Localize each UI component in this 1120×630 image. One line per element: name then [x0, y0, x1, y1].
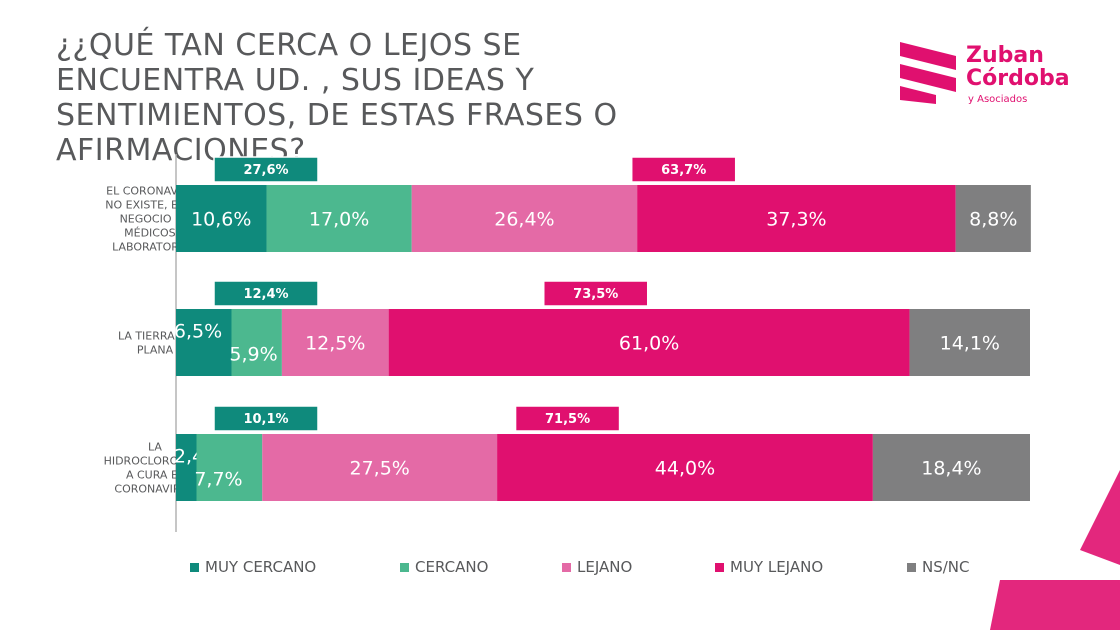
legend-label: MUY CERCANO	[205, 558, 317, 576]
legend-swatch	[400, 562, 409, 572]
logo-subtitle: y Asociados	[968, 94, 1028, 105]
category-label: A CURA EL	[126, 469, 185, 482]
legend-label: LEJANO	[577, 558, 633, 576]
legend-label: NS/NC	[922, 558, 970, 576]
chart-legend: MUY CERCANO CERCANO LEJANO MUY LEJANO NS/NC	[190, 558, 1020, 582]
data-label: 18,4%	[921, 458, 981, 480]
bar-segment	[262, 434, 498, 501]
logo-name-line2: Córdoba	[966, 66, 1070, 91]
data-label: 10,6%	[191, 209, 251, 231]
legend-item: LEJANO	[562, 558, 632, 576]
bar-segment	[176, 309, 232, 376]
cerca-total-box	[213, 156, 319, 183]
lejos-total-label: 73,5%	[573, 287, 618, 302]
bar-segment	[281, 309, 389, 376]
lejos-total-box	[630, 156, 737, 183]
category-label: PLANA	[137, 344, 174, 357]
legend-swatch	[907, 562, 916, 572]
logo-name-line1: Zuban	[966, 43, 1044, 68]
lejos-total-box	[542, 280, 649, 307]
bar-segment	[955, 185, 1031, 252]
data-label: 12,5%	[305, 333, 365, 355]
lejos-total-box	[514, 405, 621, 432]
data-label: 5,9%	[229, 344, 277, 366]
legend-label: MUY LEJANO	[730, 558, 824, 576]
bar-segment	[872, 434, 1030, 501]
chart-title: ¿¿QUÉ TAN CERCA O LEJOS SE ENCUENTRA UD.…	[56, 28, 618, 168]
category-label: MÉDICOS Y	[124, 227, 186, 240]
cerca-total-label: 12,4%	[243, 287, 288, 302]
lejos-total-label: 71,5%	[545, 412, 590, 427]
category-label: NEGOCIO DE	[120, 213, 191, 226]
zuban-cordoba-logo: Zuban Córdoba y Asociados	[896, 36, 1076, 116]
lejos-total-label: 63,7%	[661, 163, 706, 178]
data-label: 26,4%	[494, 209, 554, 231]
bar-segment	[909, 309, 1030, 376]
data-label: 37,3%	[766, 209, 826, 231]
data-label: 8,8%	[969, 209, 1017, 231]
logo-stripes-icon	[900, 42, 956, 104]
data-label: 6,5%	[174, 321, 222, 343]
bar-segment	[196, 434, 263, 501]
legend-item: MUY CERCANO	[190, 558, 316, 576]
legend-swatch	[715, 562, 724, 572]
data-label: 14,1%	[940, 333, 1000, 355]
cerca-total-label: 10,1%	[243, 412, 288, 427]
data-label: 44,0%	[655, 458, 715, 480]
bar-segment	[388, 309, 910, 376]
legend-swatch	[190, 562, 199, 572]
cerca-total-box	[213, 280, 319, 307]
bar-segment	[176, 185, 267, 252]
bar-segment	[266, 185, 412, 252]
data-label: 17,0%	[309, 209, 369, 231]
legend-label: CERCANO	[415, 558, 489, 576]
legend-item: CERCANO	[400, 558, 488, 576]
category-label: CORONAVIRUS	[114, 483, 195, 496]
legend-item: MUY LEJANO	[715, 558, 823, 576]
legend-item: NS/NC	[907, 558, 970, 576]
data-label: 61,0%	[619, 333, 679, 355]
cerca-total-label: 27,6%	[243, 163, 288, 178]
category-label: LA TIERRA ES	[118, 330, 192, 343]
bar-segment	[231, 309, 282, 376]
logo-name: Zuban Córdoba	[966, 44, 1070, 90]
bar-segment	[637, 185, 956, 252]
bar-segment	[176, 434, 197, 501]
data-label: 27,5%	[349, 458, 409, 480]
data-label: 7,7%	[194, 469, 242, 491]
cerca-total-box	[213, 405, 319, 432]
corner-decoration	[990, 470, 1120, 630]
category-label: LA	[148, 441, 162, 454]
bar-segment	[411, 185, 638, 252]
bar-segment	[497, 434, 873, 501]
legend-swatch	[562, 562, 571, 572]
